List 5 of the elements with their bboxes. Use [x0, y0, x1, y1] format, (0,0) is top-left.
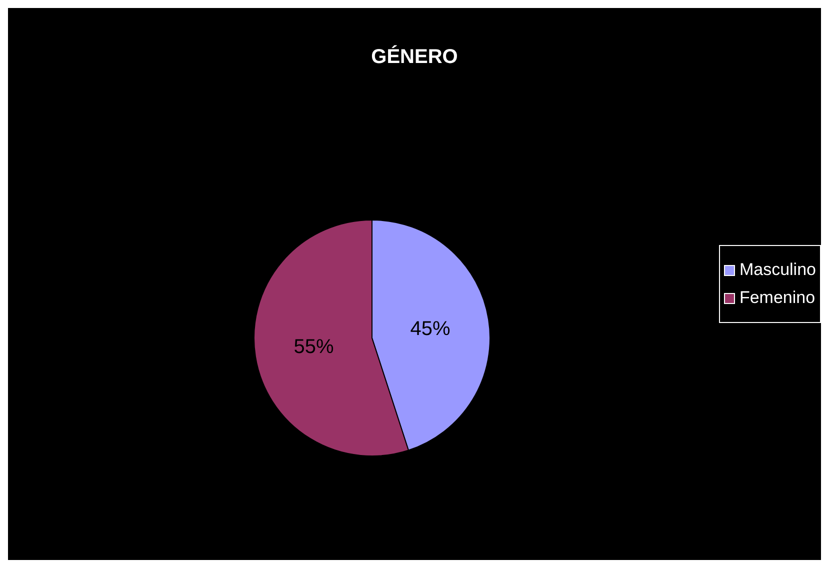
legend-label: Femenino [739, 288, 816, 308]
legend-label: Masculino [739, 260, 816, 280]
data-label: 55% [294, 336, 334, 358]
data-label: 45% [410, 318, 451, 340]
chart-title: GÉNERO [370, 46, 459, 69]
